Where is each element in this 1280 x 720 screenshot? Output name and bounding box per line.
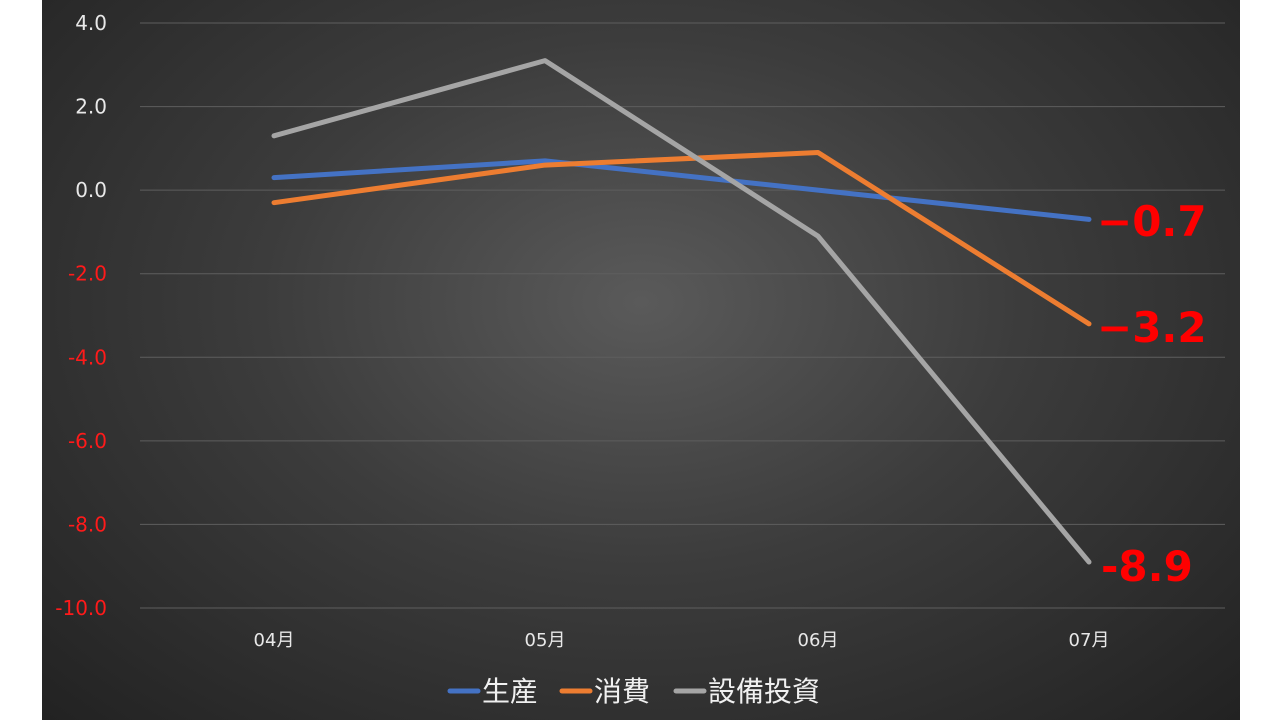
y-tick-label: -6.0	[68, 429, 107, 453]
y-tick-label: -2.0	[68, 262, 107, 286]
legend-label: 設備投資	[708, 675, 820, 708]
y-tick-label: 4.0	[75, 11, 107, 35]
x-tick-label: 05月	[525, 630, 566, 651]
end-value-label: −3.2	[1097, 303, 1207, 352]
legend-label: 生産	[482, 675, 538, 708]
end-value-label: -8.9	[1101, 542, 1193, 591]
y-tick-label: -8.0	[68, 512, 107, 536]
series-line-1	[271, 150, 1092, 327]
x-tick-label: 07月	[1069, 630, 1110, 651]
end-value-label: −0.7	[1097, 197, 1207, 246]
legend-label: 消費	[594, 675, 650, 708]
y-tick-label: -4.0	[68, 345, 107, 369]
y-tick-label: 2.0	[75, 95, 107, 119]
y-tick-label: -10.0	[55, 596, 107, 620]
y-tick-label: 0.0	[75, 178, 107, 202]
x-tick-label: 04月	[254, 630, 295, 651]
x-tick-label: 06月	[798, 630, 839, 651]
series-line-0	[271, 158, 1092, 222]
series-line-2	[271, 58, 1092, 565]
